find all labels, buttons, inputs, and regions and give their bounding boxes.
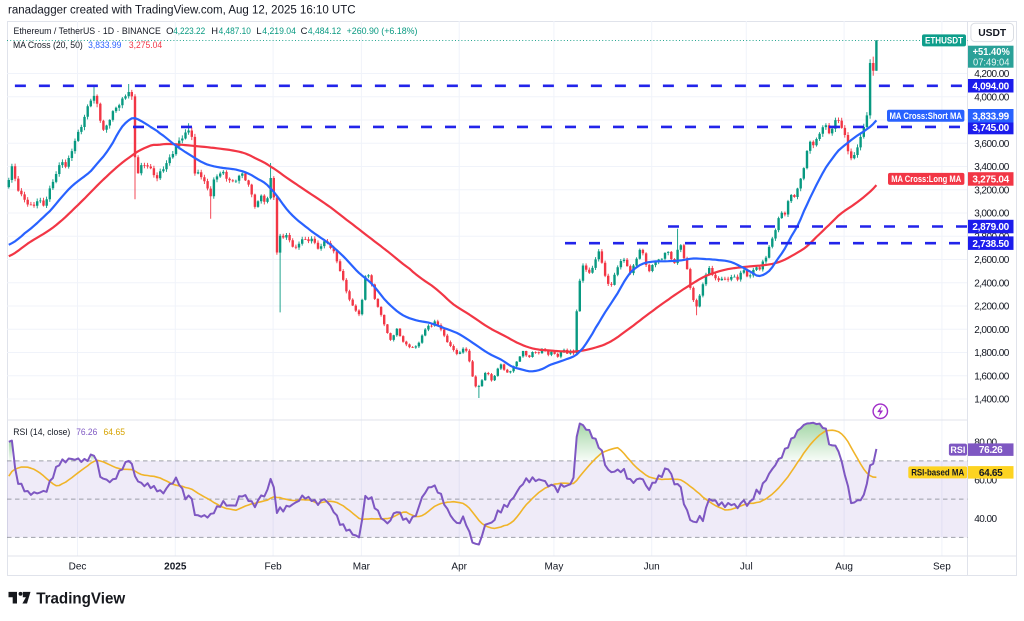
svg-text:3,833.99: 3,833.99 [972, 111, 1009, 122]
svg-text:Dec: Dec [69, 562, 87, 573]
svg-text:+51.40%: +51.40% [973, 47, 1010, 58]
svg-text:3,275.04: 3,275.04 [972, 175, 1009, 186]
svg-text:1,400.00: 1,400.00 [974, 395, 1010, 406]
svg-text:Jun: Jun [644, 562, 660, 573]
svg-text:2,600.00: 2,600.00 [974, 255, 1010, 266]
svg-text:3,600.00: 3,600.00 [974, 139, 1010, 150]
svg-text:3,200.00: 3,200.00 [974, 185, 1010, 196]
svg-text:USDT: USDT [978, 27, 1007, 39]
svg-text:3,000.00: 3,000.00 [974, 209, 1010, 220]
svg-text:Ethereum / TetherUS · 1D · BIN: Ethereum / TetherUS · 1D · BINANCE O4,223… [14, 25, 418, 36]
svg-text:2,400.00: 2,400.00 [974, 278, 1010, 289]
svg-text:4,200.00: 4,200.00 [974, 69, 1010, 80]
svg-text:64.65: 64.65 [979, 468, 1003, 479]
svg-text:Aug: Aug [835, 562, 853, 573]
svg-text:40.00: 40.00 [974, 514, 997, 525]
svg-text:3,745.00: 3,745.00 [972, 123, 1009, 134]
svg-text:1,600.00: 1,600.00 [974, 371, 1010, 382]
svg-text:Feb: Feb [264, 562, 282, 573]
svg-text:2,200.00: 2,200.00 [974, 302, 1010, 313]
svg-text:07:49:04: 07:49:04 [973, 57, 1010, 68]
svg-text:May: May [544, 562, 563, 573]
svg-text:Sep: Sep [933, 562, 951, 573]
svg-text:80.00: 80.00 [974, 437, 997, 448]
svg-text:76.26: 76.26 [979, 445, 1003, 456]
svg-text:2,879.00: 2,879.00 [972, 222, 1009, 233]
svg-text:1,800.00: 1,800.00 [974, 348, 1010, 359]
svg-text:2,000.00: 2,000.00 [974, 325, 1010, 336]
svg-text:2,738.50: 2,738.50 [972, 239, 1009, 250]
svg-text:ETHUSDT: ETHUSDT [925, 36, 963, 46]
svg-text:RSI-based MA: RSI-based MA [911, 468, 964, 478]
svg-text:4,094.00: 4,094.00 [972, 81, 1009, 92]
svg-text:MA Cross (20, 50)3,833.993,275: MA Cross (20, 50) 3,833.99 3,275.04 [13, 39, 162, 50]
svg-text:60.00: 60.00 [974, 476, 997, 487]
svg-text:Jul: Jul [740, 562, 753, 573]
svg-text:MA Cross:Short MA: MA Cross:Short MA [890, 111, 963, 121]
svg-text:TradingView: TradingView [36, 590, 125, 607]
svg-text:MA Cross:Long MA: MA Cross:Long MA [891, 174, 961, 184]
svg-text:RSI: RSI [950, 445, 965, 455]
svg-text:4,000.00: 4,000.00 [974, 92, 1010, 103]
svg-text:Apr: Apr [451, 562, 467, 573]
svg-text:3,400.00: 3,400.00 [974, 162, 1010, 173]
svg-text:Mar: Mar [353, 562, 371, 573]
svg-text:ranadagger created with Tradin: ranadagger created with TradingView.com,… [8, 5, 356, 17]
svg-text:2025: 2025 [164, 562, 187, 573]
